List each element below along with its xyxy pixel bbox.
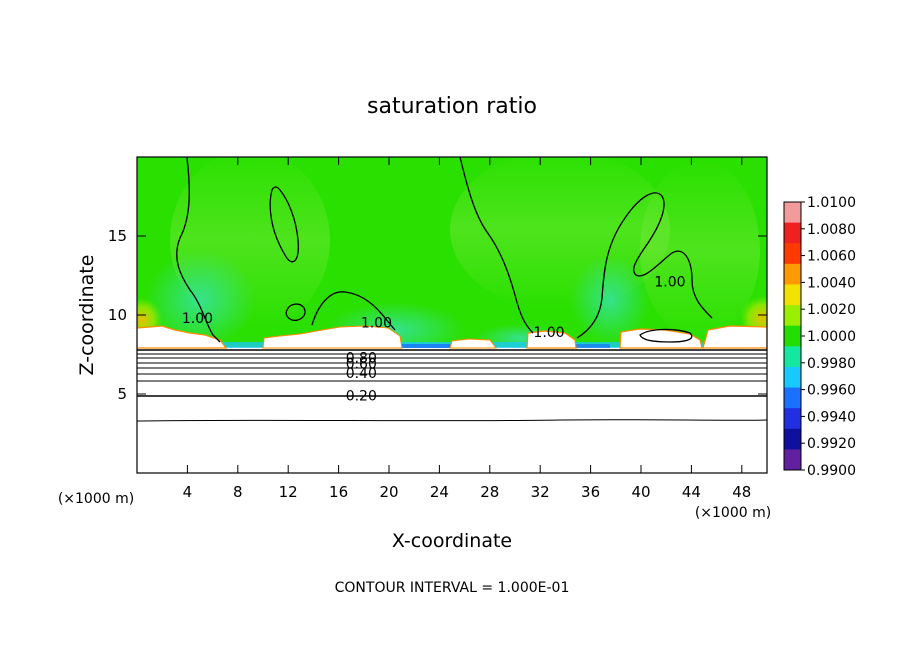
contour-line bbox=[176, 157, 221, 343]
colorbar-swatch bbox=[784, 305, 801, 327]
y-tick-label: 10 bbox=[108, 306, 127, 324]
colorbar-swatch bbox=[784, 202, 801, 224]
contour-label: 1.00 bbox=[361, 316, 392, 332]
contour-interval-note: CONTOUR INTERVAL = 1.000E-01 bbox=[335, 580, 570, 596]
contour-line bbox=[137, 367, 767, 369]
contour-label: 1.00 bbox=[654, 275, 685, 291]
field-light-band bbox=[640, 160, 760, 340]
colorbar-swatch bbox=[784, 346, 801, 368]
field-lower-white bbox=[137, 348, 767, 473]
heatmap-field: 1.00 1.00 1.00 1.00 0.800.600.40 0.20 bbox=[137, 157, 767, 473]
x-tick-label: 40 bbox=[631, 483, 650, 501]
contour-line bbox=[137, 373, 767, 375]
contour-line bbox=[137, 395, 767, 397]
colorbar-swatch bbox=[784, 222, 801, 244]
colorbar-swatch bbox=[784, 325, 801, 347]
x-axis-ticks: 4 8 12 16 20 24 28 32 36 40 44 48 bbox=[183, 157, 751, 501]
colorbar-swatch bbox=[784, 284, 801, 306]
contour-lines-lower bbox=[137, 349, 767, 422]
x-tick-label: 32 bbox=[531, 483, 550, 501]
colorbar-swatch bbox=[784, 449, 801, 471]
contour-label: 1.00 bbox=[533, 325, 564, 341]
contour-lines-upper bbox=[176, 157, 713, 343]
field-cyan-region bbox=[145, 250, 255, 350]
plot-area: 1.00 1.00 1.00 1.00 0.800.600.40 0.20 bbox=[136, 156, 768, 474]
colorbar-swatch bbox=[784, 408, 801, 430]
colorbar-swatch bbox=[784, 428, 801, 450]
x-tick-label: 24 bbox=[430, 483, 449, 501]
cloud-patch bbox=[619, 328, 703, 349]
colorbar-label: 1.0080 bbox=[807, 222, 856, 238]
contour-label-layer: 1.00 1.00 1.00 1.00 0.800.600.40 0.20 bbox=[182, 275, 686, 405]
colorbar-swatch bbox=[784, 366, 801, 389]
colorbar-label: 0.9980 bbox=[807, 356, 856, 372]
contour-line bbox=[576, 192, 713, 339]
colorbar-label: 1.0000 bbox=[807, 329, 856, 345]
y-tick-label: 5 bbox=[117, 385, 127, 403]
y-axis-label: Z-coordinate bbox=[76, 255, 98, 376]
colorbar-swatch bbox=[784, 243, 801, 265]
contour-line bbox=[285, 303, 306, 321]
cloud-patch bbox=[526, 330, 577, 349]
contour-line bbox=[269, 186, 299, 263]
x-tick-label: 48 bbox=[732, 483, 751, 501]
contour-label: 0.20 bbox=[346, 388, 377, 404]
x-tick-label: 36 bbox=[581, 483, 600, 501]
x-tick-label: 44 bbox=[682, 483, 701, 501]
cloud-patch bbox=[137, 325, 228, 349]
contour-line bbox=[639, 328, 693, 343]
field-blue-strip-dark bbox=[560, 344, 610, 348]
chart-title: saturation ratio bbox=[367, 94, 537, 119]
colorbar-swatch bbox=[784, 263, 801, 285]
colorbar-swatch bbox=[784, 387, 801, 409]
colorbar-label: 0.9940 bbox=[807, 409, 856, 425]
x-tick-label: 16 bbox=[329, 483, 348, 501]
field-cyan-region bbox=[570, 255, 650, 345]
contour-line bbox=[137, 362, 767, 364]
contour-line bbox=[137, 419, 767, 422]
colorbar-label: 0.9960 bbox=[807, 383, 856, 399]
y-axis-ticks: 5 10 15 bbox=[108, 227, 767, 403]
colorbar-label: 1.0100 bbox=[807, 195, 856, 211]
x-tick-label: 12 bbox=[279, 483, 298, 501]
x-axis-label: X-coordinate bbox=[392, 530, 512, 552]
x-tick-label: 28 bbox=[480, 483, 499, 501]
contour-label: 1.00 bbox=[182, 311, 213, 327]
contour-line bbox=[137, 357, 767, 359]
colorbar-label: 0.9920 bbox=[807, 436, 856, 452]
x-tick-label: 8 bbox=[233, 483, 243, 501]
colorbar-label: 1.0060 bbox=[807, 249, 856, 265]
x-tick-label: 4 bbox=[183, 483, 193, 501]
colorbar: 1.0100 1.0080 1.0060 1.0040 1.0020 1.0000 0.99… bbox=[783, 195, 856, 479]
x-units-left: (×1000 m) bbox=[58, 491, 134, 507]
x-tick-label: 20 bbox=[379, 483, 398, 501]
cloud-patch bbox=[262, 325, 403, 349]
field-blue-strip-dark bbox=[380, 344, 470, 348]
contour-line bbox=[311, 291, 396, 331]
colorbar-label: 0.9900 bbox=[807, 463, 856, 479]
contour-label: 0.60 bbox=[346, 357, 377, 373]
contour-line bbox=[459, 157, 534, 334]
contour-line bbox=[137, 353, 767, 355]
contour-label: 0.80 bbox=[346, 350, 377, 366]
contour-line bbox=[137, 380, 767, 382]
x-units-right: (×1000 m) bbox=[695, 505, 771, 521]
colorbar-label: 1.0040 bbox=[807, 275, 856, 291]
y-tick-label: 15 bbox=[108, 227, 127, 245]
cloud-patch bbox=[449, 338, 497, 349]
colorbar-label: 1.0020 bbox=[807, 302, 856, 318]
cloud-patch bbox=[702, 325, 767, 349]
contour-label: 0.40 bbox=[346, 366, 377, 382]
